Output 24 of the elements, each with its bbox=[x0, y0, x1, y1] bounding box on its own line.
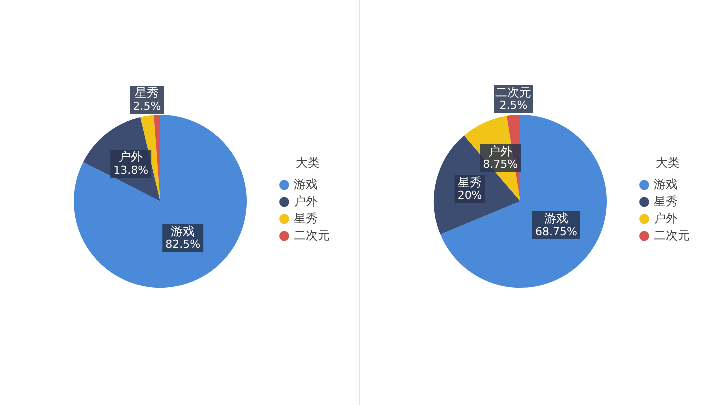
slice-label: 星秀 bbox=[135, 86, 160, 100]
data-label: 20% bbox=[458, 189, 482, 202]
data-label: 68.75% bbox=[535, 225, 578, 238]
legend-title: 大类 bbox=[656, 156, 680, 170]
slice-label: 星秀 bbox=[458, 176, 482, 190]
legend-label: 二次元 bbox=[654, 228, 690, 242]
slice-label: 游戏 bbox=[544, 212, 568, 226]
slice-label: 户外 bbox=[488, 144, 513, 158]
legend-label: 游戏 bbox=[294, 177, 318, 192]
legend-label: 游戏 bbox=[654, 177, 678, 192]
legend-label: 户外 bbox=[294, 194, 318, 208]
data-label: 2.5% bbox=[133, 100, 162, 113]
data-label: 2.5% bbox=[500, 99, 528, 112]
legend-title: 大类 bbox=[296, 156, 320, 170]
legend-label: 二次元 bbox=[294, 228, 330, 242]
legend-label: 户外 bbox=[654, 211, 678, 226]
data-label: 82.5% bbox=[166, 238, 201, 252]
legend-label: 星秀 bbox=[654, 194, 678, 208]
data-label: 8.75% bbox=[483, 158, 518, 172]
slice-label: 游戏 bbox=[171, 224, 196, 238]
legend-label: 星秀 bbox=[294, 211, 318, 226]
slice-label: 户外 bbox=[119, 150, 144, 164]
slice-label: 二次元 bbox=[496, 85, 532, 100]
data-label: 13.8% bbox=[114, 164, 149, 177]
